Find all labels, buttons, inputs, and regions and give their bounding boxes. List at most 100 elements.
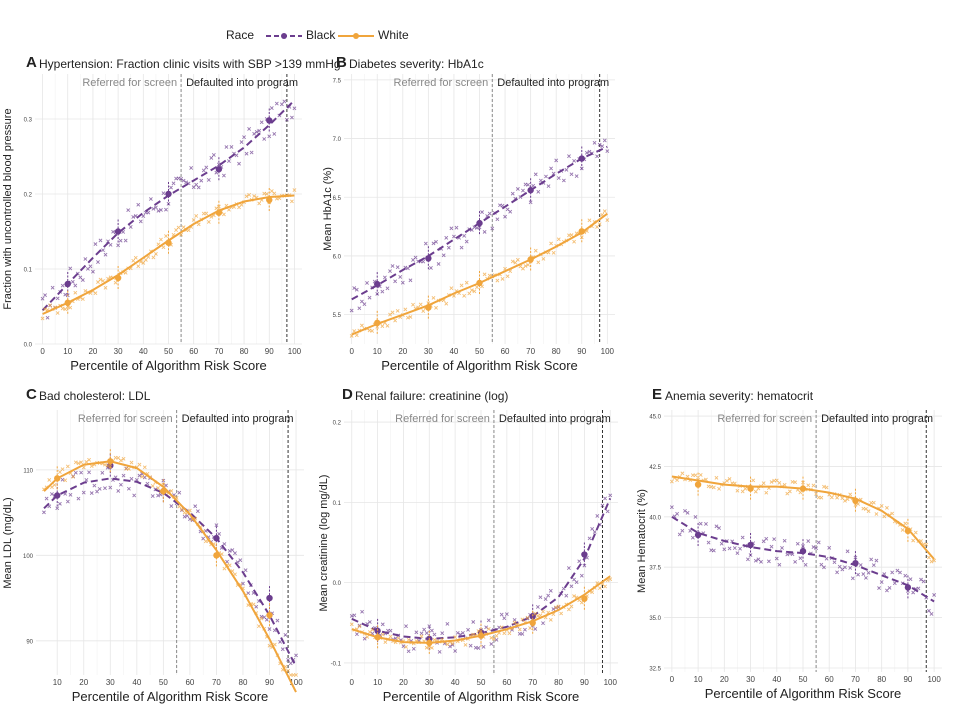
- decile-point: [425, 255, 432, 262]
- scatter-mark: [814, 546, 819, 551]
- scatter-mark: [405, 315, 410, 320]
- annotation-referred: Referred for screen: [717, 413, 812, 425]
- x-tick-label: 30: [746, 675, 755, 684]
- x-tick-label: 0: [349, 347, 354, 356]
- scatter-mark: [284, 117, 289, 122]
- scatter-mark: [52, 483, 57, 487]
- scatter-mark: [452, 234, 456, 239]
- x-tick-label: 0: [40, 347, 45, 356]
- scatter-mark: [879, 504, 884, 508]
- scatter-mark: [92, 483, 97, 488]
- decile-point: [581, 551, 588, 558]
- scatter-mark: [137, 462, 142, 467]
- scatter-mark: [482, 229, 487, 234]
- scatter-mark: [418, 302, 423, 307]
- scatter-mark: [262, 137, 267, 141]
- decile-point: [578, 228, 585, 235]
- scatter-mark: [528, 626, 533, 631]
- scatter-mark: [882, 514, 887, 519]
- scatter-mark: [233, 572, 237, 577]
- scatter-mark: [782, 482, 787, 487]
- series-black: [42, 453, 298, 667]
- series-black: [349, 138, 610, 313]
- scatter-mark: [819, 562, 824, 567]
- scatter-mark: [574, 580, 579, 585]
- scatter-mark: [525, 615, 530, 620]
- scatter-mark: [87, 470, 91, 475]
- x-tick-label: 10: [63, 347, 72, 356]
- scatter-mark: [349, 622, 354, 627]
- scatter-mark: [503, 214, 507, 219]
- x-tick-label: 70: [526, 347, 535, 356]
- scatter-mark: [484, 625, 489, 630]
- scatter-mark: [101, 248, 105, 253]
- decile-point: [904, 584, 912, 591]
- x-tick-label: 80: [240, 347, 249, 356]
- scatter-mark: [257, 201, 262, 206]
- scatter-mark: [753, 558, 758, 563]
- scatter-mark: [683, 508, 687, 513]
- scatter-mark: [587, 536, 592, 541]
- scatter-mark: [926, 555, 931, 560]
- x-tick-label: 60: [501, 347, 510, 356]
- scatter-mark: [47, 478, 52, 482]
- x-tick-label: 80: [239, 678, 248, 687]
- annotation-referred: Referred for screen: [395, 413, 490, 425]
- scatter-mark: [68, 492, 73, 497]
- scatter-mark: [146, 210, 151, 215]
- scatter-mark: [367, 620, 372, 624]
- scatter-mark: [60, 283, 65, 288]
- scatter-mark: [764, 536, 769, 541]
- scatter-mark: [437, 649, 442, 654]
- scatter-mark: [554, 158, 559, 163]
- scatter-mark: [142, 475, 147, 480]
- scatter-mark: [827, 545, 832, 550]
- scatter-mark: [481, 644, 486, 649]
- scatter-mark: [103, 285, 108, 290]
- x-tick-label: 30: [114, 347, 123, 356]
- scatter-mark: [68, 266, 73, 271]
- scatter-mark: [921, 579, 926, 584]
- scatter-mark: [84, 477, 89, 482]
- scatter-mark: [793, 559, 798, 564]
- scatter-mark: [551, 250, 556, 255]
- y-tick-label: 90: [26, 639, 33, 645]
- scatter-mark: [732, 546, 737, 550]
- panel-anemia: E Anemia severity: hematocrit Mean Hemat…: [634, 384, 960, 720]
- scatter-mark: [577, 559, 582, 564]
- scatter-mark: [44, 496, 49, 501]
- decile-point: [904, 527, 912, 535]
- scatter-mark: [57, 501, 62, 506]
- scatter-mark: [73, 460, 78, 465]
- scatter-mark: [548, 617, 553, 622]
- scatter-mark: [463, 642, 468, 647]
- x-tick-label: 40: [139, 347, 148, 356]
- plot-area: Referred for screen Defaulted into progra…: [24, 74, 302, 356]
- x-tick-label: 10: [373, 347, 382, 356]
- scatter-mark: [564, 593, 569, 598]
- scatter-mark: [229, 145, 234, 149]
- legend-title: Race: [226, 28, 255, 42]
- scatter-mark: [592, 530, 597, 534]
- scatter-mark: [885, 505, 889, 510]
- scatter-mark: [566, 566, 571, 570]
- scatter-mark: [76, 461, 81, 466]
- scatter-mark: [677, 532, 682, 537]
- scatter-mark: [722, 547, 727, 552]
- scatter-mark: [871, 500, 876, 505]
- scatter-mark: [137, 473, 142, 478]
- decile-point: [476, 219, 483, 227]
- x-tick-label: 90: [265, 347, 274, 356]
- scatter-mark: [76, 496, 81, 501]
- decile-point: [54, 475, 61, 482]
- scatter-mark: [156, 242, 161, 247]
- scatter-mark: [189, 166, 194, 170]
- scatter-mark: [216, 204, 221, 209]
- y-tick-label: 7.0: [333, 137, 342, 143]
- scatter-mark: [753, 489, 758, 494]
- scatter-mark: [65, 499, 70, 504]
- scatter-mark: [211, 153, 216, 157]
- scatter-mark: [259, 120, 264, 125]
- scatter-mark: [858, 563, 863, 567]
- scatter-mark: [543, 597, 548, 601]
